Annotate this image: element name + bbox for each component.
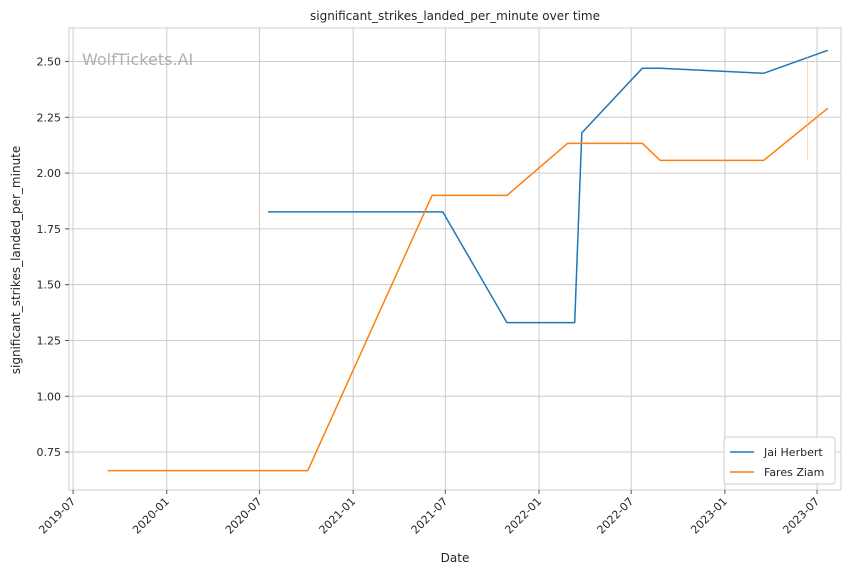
x-tick-label: 2019-07 bbox=[36, 495, 78, 537]
y-tick-label: 0.75 bbox=[37, 446, 62, 459]
x-tick-label: 2022-01 bbox=[502, 495, 544, 537]
plot-frame bbox=[68, 27, 842, 491]
x-tick-label: 2022-07 bbox=[595, 495, 637, 537]
x-axis-label: Date bbox=[441, 551, 470, 565]
x-tick-label: 2023-01 bbox=[688, 495, 730, 537]
x-tick-label: 2023-07 bbox=[780, 495, 822, 537]
y-tick-label: 2.50 bbox=[37, 55, 62, 68]
watermark: WolfTickets.AI bbox=[82, 50, 193, 69]
y-tick-label: 2.25 bbox=[37, 111, 62, 124]
y-tick-label: 2.00 bbox=[37, 167, 62, 180]
x-tick-label: 2020-07 bbox=[223, 495, 265, 537]
legend-label-jai-herbert: Jai Herbert bbox=[763, 446, 823, 459]
x-tick-label: 2021-01 bbox=[317, 495, 359, 537]
y-tick-label: 1.00 bbox=[37, 390, 62, 403]
series-line-fares-ziam bbox=[107, 107, 829, 472]
y-tick-label: 1.25 bbox=[37, 334, 62, 347]
y-tick-label: 1.50 bbox=[37, 279, 62, 292]
series-lines bbox=[107, 49, 829, 472]
x-tick-label: 2021-07 bbox=[409, 495, 451, 537]
legend-label-fares-ziam: Fares Ziam bbox=[764, 466, 824, 479]
x-tick-label: 2020-01 bbox=[130, 495, 172, 537]
y-axis-label: significant_strikes_landed_per_minute bbox=[9, 146, 23, 375]
y-tick-label: 1.75 bbox=[37, 223, 62, 236]
legend: Jai Herbert Fares Ziam bbox=[723, 436, 836, 485]
chart-title: significant_strikes_landed_per_minute ov… bbox=[310, 9, 600, 23]
series-line-jai-herbert bbox=[268, 49, 829, 324]
axis-ticks: 2019-07 2020-01 2020-07 2021-01 2021-07 2022-… bbox=[36, 55, 822, 536]
grid bbox=[69, 28, 841, 490]
